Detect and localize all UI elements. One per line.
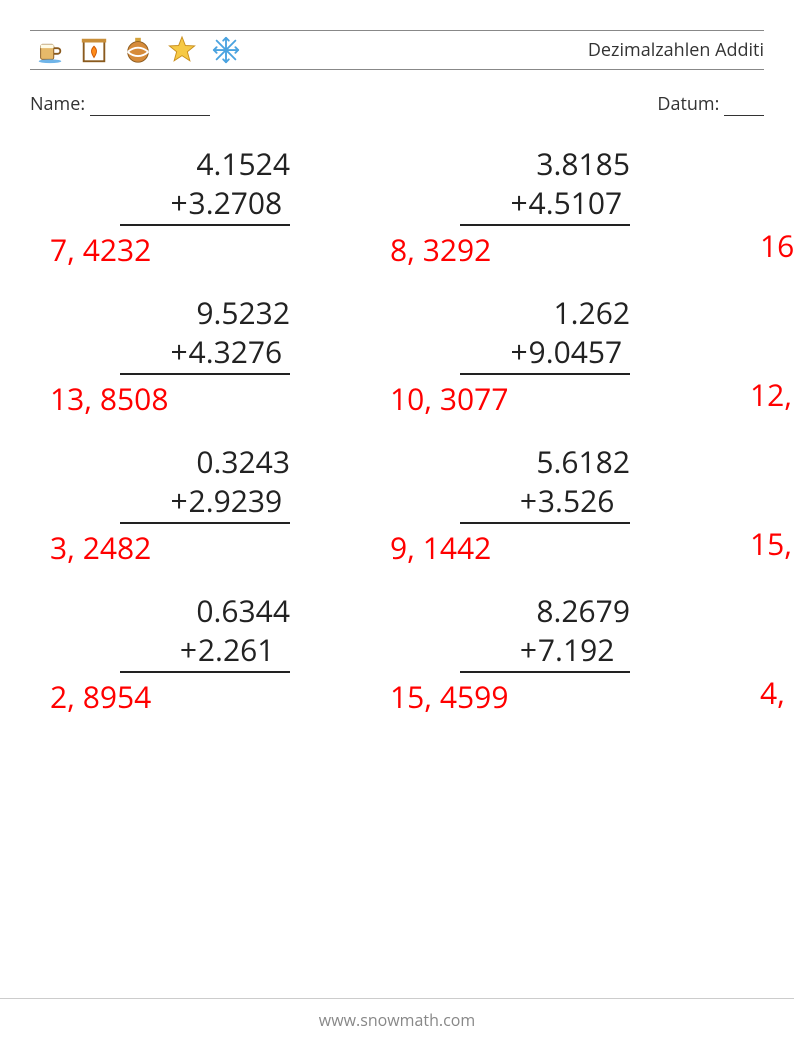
problems-grid: 4.1524 +3.2708 7, 4232 3.8185 +4.5107 8,… (30, 144, 764, 716)
meta-row: Name: Datum: (30, 92, 764, 116)
addend-b: 4.5107 (529, 182, 623, 223)
problem-cell: 8.2679 +7.192 15, 4599 (370, 591, 670, 716)
plus-sign: + (171, 481, 189, 520)
addition-stack: 1.262 +9.0457 (460, 293, 630, 375)
answer: 10, 3077 (390, 379, 670, 418)
worksheet-title: Dezimalzahlen Additi (588, 38, 764, 62)
worksheet-page: Dezimalzahlen Additi Name: Datum: 4.1524… (0, 0, 794, 1053)
addend-a: 0.3243 (120, 442, 290, 481)
name-label: Name: (30, 92, 85, 116)
problem-cell: 0.3243 +2.9239 3, 2482 (30, 442, 330, 567)
addend-b-line: +9.0457 (460, 332, 630, 375)
plus-sign: + (171, 183, 189, 222)
mug-icon (34, 34, 66, 66)
problem-row: 0.3243 +2.9239 3, 2482 5.6182 +3.526 9, … (30, 442, 764, 567)
problem-cell-cut: 15, 1 (710, 442, 794, 567)
addend-b: 3.2708 (189, 182, 283, 223)
addition-stack: 0.6344 +2.261 (120, 591, 290, 673)
answer: 16, (760, 226, 794, 265)
header-bar: Dezimalzahlen Additi (30, 30, 764, 70)
date-blank[interactable] (724, 95, 764, 116)
footer: www.snowmath.com (0, 998, 794, 1031)
problem-cell-cut: 16, (710, 144, 794, 269)
addend-b: 9.0457 (529, 331, 623, 372)
ornament-icon (122, 34, 154, 66)
snowflake-icon (210, 34, 242, 66)
addition-stack: 5.6182 +3.526 (460, 442, 630, 524)
problem-cell: 9.5232 +4.3276 13, 8508 (30, 293, 330, 418)
answer: 15, 1 (750, 524, 794, 563)
answer: 9, 1442 (390, 528, 670, 567)
addend-b-line: +3.2708 (120, 183, 290, 226)
problem-cell: 1.262 +9.0457 10, 3077 (370, 293, 670, 418)
problem-cell: 3.8185 +4.5107 8, 3292 (370, 144, 670, 269)
addend-a: 9.5232 (120, 293, 290, 332)
addend-b-line: +7.192 (460, 630, 630, 673)
answer: 8, 3292 (390, 230, 670, 269)
answer: 12, 9 (750, 375, 794, 414)
footer-url: www.snowmath.com (319, 1009, 475, 1031)
problem-cell-cut: 4, 7 (710, 591, 794, 716)
addend-b: 3.526 (538, 480, 615, 521)
name-blank[interactable] (90, 95, 210, 116)
addend-b-line: +2.261 (120, 630, 290, 673)
plus-sign: + (171, 332, 189, 371)
addend-b: 4.3276 (189, 331, 283, 372)
addend-b: 2.9239 (189, 480, 283, 521)
problem-row: 9.5232 +4.3276 13, 8508 1.262 +9.0457 10… (30, 293, 764, 418)
addition-stack: 4.1524 +3.2708 (120, 144, 290, 226)
addition-stack: 9.5232 +4.3276 (120, 293, 290, 375)
problem-cell-cut: 12, 9 (710, 293, 794, 418)
addend-b-line: +3.526 (460, 481, 630, 524)
addition-stack: 0.3243 +2.9239 (120, 442, 290, 524)
problem-row: 0.6344 +2.261 2, 8954 8.2679 +7.192 15, … (30, 591, 764, 716)
header-icons (30, 34, 242, 66)
problem-row: 4.1524 +3.2708 7, 4232 3.8185 +4.5107 8,… (30, 144, 764, 269)
addend-b-line: +4.5107 (460, 183, 630, 226)
plus-sign: + (180, 630, 198, 669)
answer: 3, 2482 (50, 528, 330, 567)
problem-cell: 0.6344 +2.261 2, 8954 (30, 591, 330, 716)
date-label: Datum: (657, 92, 719, 116)
addend-a: 0.6344 (120, 591, 290, 630)
plus-sign: + (520, 630, 538, 669)
addend-b-line: +2.9239 (120, 481, 290, 524)
addend-b: 7.192 (538, 629, 615, 670)
answer: 4, 7 (760, 673, 794, 712)
answer: 7, 4232 (50, 230, 330, 269)
fireplace-icon (78, 34, 110, 66)
addition-stack: 3.8185 +4.5107 (460, 144, 630, 226)
addend-b-line: +4.3276 (120, 332, 290, 375)
plus-sign: + (511, 332, 529, 371)
problem-cell: 5.6182 +3.526 9, 1442 (370, 442, 670, 567)
answer: 2, 8954 (50, 677, 330, 716)
addend-b: 2.261 (198, 629, 275, 670)
addend-a: 4.1524 (120, 144, 290, 183)
addend-a: 8.2679 (460, 591, 630, 630)
name-field: Name: (30, 92, 210, 116)
plus-sign: + (520, 481, 538, 520)
problem-cell: 4.1524 +3.2708 7, 4232 (30, 144, 330, 269)
date-field: Datum: (657, 92, 764, 116)
answer: 15, 4599 (390, 677, 670, 716)
plus-sign: + (511, 183, 529, 222)
addend-a: 1.262 (460, 293, 630, 332)
addition-stack: 8.2679 +7.192 (460, 591, 630, 673)
addend-a: 5.6182 (460, 442, 630, 481)
answer: 13, 8508 (50, 379, 330, 418)
addend-a: 3.8185 (460, 144, 630, 183)
star-icon (166, 34, 198, 66)
